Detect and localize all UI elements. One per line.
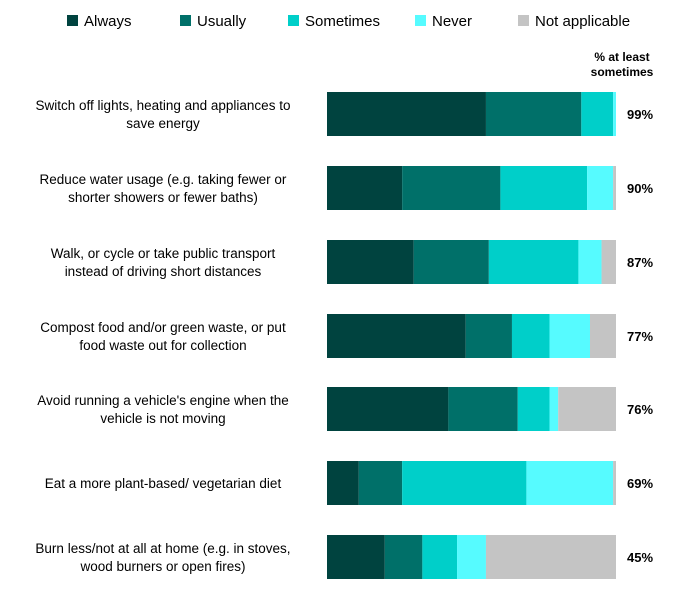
at-least-sometimes-value: 77% xyxy=(627,329,653,344)
bar-segment-always xyxy=(327,166,403,210)
category-label: Eat a more plant-based/ vegetarian diet xyxy=(45,476,282,491)
bar-segment-not-applicable xyxy=(601,240,616,284)
at-least-sometimes-value: 76% xyxy=(627,402,653,417)
chart-row: Compost food and/or green waste, or put f… xyxy=(40,314,653,358)
bar-segment-sometimes xyxy=(511,314,550,358)
chart-rows: Switch off lights, heating and appliance… xyxy=(35,92,653,579)
bar-segment-not-applicable xyxy=(613,166,616,210)
legend-label-usually: Usually xyxy=(197,13,247,30)
legend-swatch-not-applicable xyxy=(518,15,529,26)
legend-label-never: Never xyxy=(432,13,472,30)
bar-segment-not-applicable xyxy=(485,535,616,579)
bar-segment-not-applicable xyxy=(613,461,616,505)
bar-segment-never xyxy=(578,240,602,284)
category-label: Reduce water usage (e.g. taking fewer or… xyxy=(40,172,287,205)
bar-segment-sometimes xyxy=(581,92,614,136)
bar-segment-sometimes xyxy=(402,461,527,505)
chart-row: Burn less/not at all at home (e.g. in st… xyxy=(35,535,653,579)
bar-segment-always xyxy=(327,240,414,284)
bar-segment-usually xyxy=(465,314,512,358)
legend-label-sometimes: Sometimes xyxy=(305,13,380,30)
legend-label-not-applicable: Not applicable xyxy=(535,13,630,30)
bar-segment-never xyxy=(526,461,614,505)
bar-segment-never xyxy=(613,92,616,136)
legend-swatch-sometimes xyxy=(288,15,299,26)
at-least-sometimes-value: 87% xyxy=(627,255,653,270)
bar-segment-never xyxy=(587,166,614,210)
bar-segment-not-applicable xyxy=(558,387,616,431)
legend-swatch-never xyxy=(415,15,426,26)
chart-row: Switch off lights, heating and appliance… xyxy=(36,92,653,136)
legend-label-always: Always xyxy=(84,13,132,30)
bar-segment-sometimes xyxy=(517,387,550,431)
category-label: Burn less/not at all at home (e.g. in st… xyxy=(35,541,290,574)
legend: Always Usually Sometimes Never Not applicabl… xyxy=(67,13,630,30)
bar-segment-always xyxy=(327,92,486,136)
at-least-sometimes-value: 45% xyxy=(627,550,653,565)
bar-segment-sometimes xyxy=(500,166,588,210)
summary-header-line-2: sometimes xyxy=(591,65,654,79)
at-least-sometimes-value: 69% xyxy=(627,476,653,491)
at-least-sometimes-value: 99% xyxy=(627,107,653,122)
legend-swatch-usually xyxy=(180,15,191,26)
bar-segment-always xyxy=(327,535,385,579)
bar-segment-sometimes xyxy=(488,240,579,284)
category-label: Switch off lights, heating and appliance… xyxy=(36,98,291,131)
chart-row: Avoid running a vehicle's engine when th… xyxy=(37,387,653,431)
bar-segment-not-applicable xyxy=(589,314,616,358)
category-label: Walk, or cycle or take public transport i… xyxy=(51,246,276,279)
bar-segment-usually xyxy=(358,461,403,505)
chart-row: Walk, or cycle or take public transport i… xyxy=(51,240,653,284)
bar-segment-always xyxy=(327,387,449,431)
bar-segment-never xyxy=(549,387,559,431)
bar-segment-always xyxy=(327,314,466,358)
category-label: Avoid running a vehicle's engine when th… xyxy=(37,393,289,426)
category-label: Compost food and/or green waste, or put f… xyxy=(40,320,286,353)
bar-segment-usually xyxy=(413,240,489,284)
summary-header: % at least sometimes xyxy=(591,50,654,79)
bar-segment-never xyxy=(457,535,486,579)
chart-row: Eat a more plant-based/ vegetarian diet 6… xyxy=(45,461,653,505)
bar-segment-usually xyxy=(448,387,518,431)
bar-segment-usually xyxy=(402,166,501,210)
at-least-sometimes-value: 90% xyxy=(627,181,653,196)
chart-row: Reduce water usage (e.g. taking fewer or… xyxy=(40,166,653,210)
bar-segment-never xyxy=(549,314,590,358)
legend-swatch-always xyxy=(67,15,78,26)
bar-segment-usually xyxy=(485,92,582,136)
bar-segment-sometimes xyxy=(422,535,458,579)
summary-header-line-1: % at least xyxy=(594,50,649,64)
bar-segment-always xyxy=(327,461,359,505)
bar-segment-usually xyxy=(384,535,423,579)
